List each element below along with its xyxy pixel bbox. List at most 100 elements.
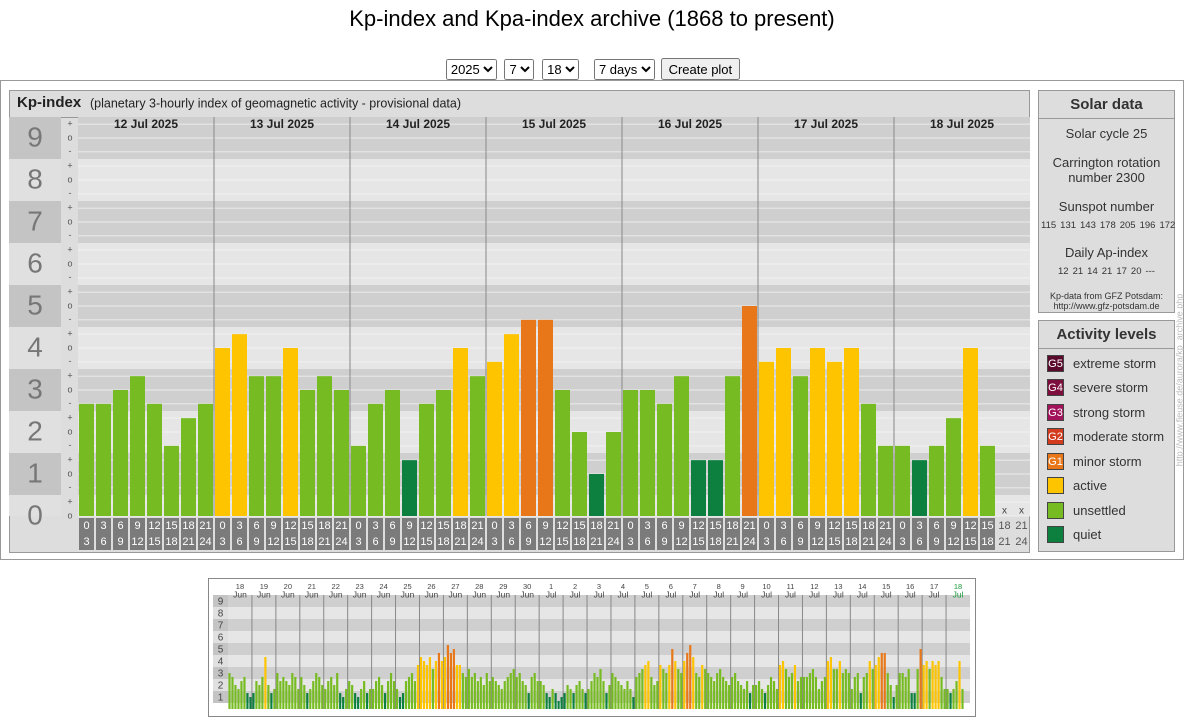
bar bbox=[641, 669, 644, 709]
bar bbox=[734, 673, 737, 709]
bar bbox=[327, 681, 330, 709]
bar bbox=[880, 652, 883, 709]
bar bbox=[309, 688, 312, 709]
x-month-label: Jun bbox=[401, 589, 415, 599]
bar bbox=[428, 657, 432, 709]
bar bbox=[861, 403, 876, 516]
bar bbox=[470, 676, 473, 709]
x-hour-start: 15 bbox=[165, 520, 177, 532]
y-tick-label: 5 bbox=[218, 645, 224, 656]
y-tick-band bbox=[9, 369, 61, 411]
x-day-label: 12 Jul 2025 bbox=[114, 117, 178, 131]
y-tick-label: 4 bbox=[218, 657, 224, 668]
x-day-label: 2 bbox=[573, 582, 577, 591]
bar bbox=[440, 661, 444, 709]
missing-marker: x bbox=[1019, 506, 1024, 517]
x-day-label: 9 bbox=[741, 582, 745, 591]
minor-tick-label: - bbox=[69, 146, 72, 156]
x-hour-end: 6 bbox=[916, 536, 922, 548]
bar bbox=[695, 673, 698, 709]
bar bbox=[258, 685, 261, 709]
bar bbox=[608, 685, 611, 709]
y-tick-band bbox=[9, 495, 61, 516]
x-day-label: 30 bbox=[523, 582, 531, 591]
x-month-label: Jun bbox=[281, 589, 295, 599]
bar bbox=[740, 685, 743, 709]
x-hour-end: 12 bbox=[267, 536, 279, 548]
month-select[interactable]: 7 bbox=[504, 58, 535, 80]
bar bbox=[545, 693, 548, 709]
bar bbox=[704, 669, 707, 709]
legend-item: G2 moderate storm bbox=[1039, 425, 1174, 450]
x-hour-start: 0 bbox=[763, 520, 769, 532]
x-hour-end: 3 bbox=[899, 536, 905, 548]
hour-cell bbox=[300, 518, 315, 550]
hour-cell bbox=[317, 518, 332, 550]
bar bbox=[847, 673, 850, 709]
bar bbox=[808, 673, 812, 709]
bar bbox=[554, 693, 557, 709]
bar bbox=[931, 661, 934, 709]
bar bbox=[691, 460, 706, 516]
kp-subtitle: (planetary 3-hourly index of geomagnetic… bbox=[90, 96, 461, 110]
bar bbox=[980, 445, 995, 516]
x-hour-start: 15 bbox=[573, 520, 585, 532]
x-hour-start: 21 bbox=[471, 520, 483, 532]
legend-label: quiet bbox=[1073, 527, 1102, 543]
x-hour-end: 21 bbox=[590, 536, 602, 548]
x-hour-end: 6 bbox=[780, 536, 786, 548]
bar bbox=[485, 673, 488, 709]
bar bbox=[835, 669, 838, 709]
legend-label: unsettled bbox=[1073, 502, 1126, 518]
x-day-label: 18 bbox=[954, 582, 962, 591]
create-plot-button[interactable]: Create plot bbox=[660, 58, 741, 80]
bar bbox=[820, 681, 823, 709]
legend-swatch bbox=[1047, 477, 1064, 495]
bar bbox=[252, 693, 255, 709]
x-hour-end: 9 bbox=[253, 536, 259, 548]
x-hour-start: 3 bbox=[100, 520, 106, 532]
bar bbox=[674, 661, 677, 709]
y-tick-band bbox=[213, 631, 228, 643]
bar bbox=[363, 681, 366, 709]
bar bbox=[360, 688, 363, 709]
bar bbox=[620, 685, 623, 709]
bar bbox=[494, 681, 497, 709]
year-select[interactable]: 2025 bbox=[445, 58, 497, 80]
x-hour-end: 15 bbox=[556, 536, 568, 548]
bar bbox=[506, 676, 509, 709]
sunspot-value: 172 bbox=[1159, 220, 1176, 231]
minor-tick-label: + bbox=[67, 413, 72, 423]
ap-value: 21 bbox=[1101, 266, 1113, 277]
x-day-label: 23 bbox=[355, 582, 363, 591]
hour-cell bbox=[572, 518, 587, 550]
hour-cell bbox=[827, 518, 842, 550]
x-hour-start: 6 bbox=[117, 520, 123, 532]
x-hour-start: 3 bbox=[372, 520, 378, 532]
bar bbox=[605, 693, 608, 709]
bar bbox=[366, 693, 369, 709]
x-hour-end: 3 bbox=[491, 536, 497, 548]
range-select[interactable]: 7 days bbox=[593, 58, 655, 80]
y-tick-band bbox=[213, 595, 228, 607]
hour-cell bbox=[963, 518, 978, 550]
x-hour-end: 21 bbox=[318, 536, 330, 548]
x-hour-start: 15 bbox=[301, 520, 313, 532]
y-tick-band bbox=[9, 285, 61, 327]
bar bbox=[315, 673, 318, 709]
bar bbox=[827, 361, 842, 516]
bar bbox=[569, 688, 572, 709]
x-hour-end: 21 bbox=[862, 536, 874, 548]
bar bbox=[647, 661, 650, 709]
ap-value: 14 bbox=[1087, 266, 1098, 277]
y-tick-label: 6 bbox=[218, 633, 224, 644]
y-tick-label: 3 bbox=[27, 373, 43, 404]
x-hour-end: 21 bbox=[726, 536, 738, 548]
grid-band bbox=[228, 667, 970, 679]
bar bbox=[491, 676, 494, 709]
grid-band bbox=[228, 679, 970, 691]
bar bbox=[728, 685, 731, 709]
day-select[interactable]: 18 bbox=[542, 58, 580, 80]
bar bbox=[515, 676, 518, 709]
